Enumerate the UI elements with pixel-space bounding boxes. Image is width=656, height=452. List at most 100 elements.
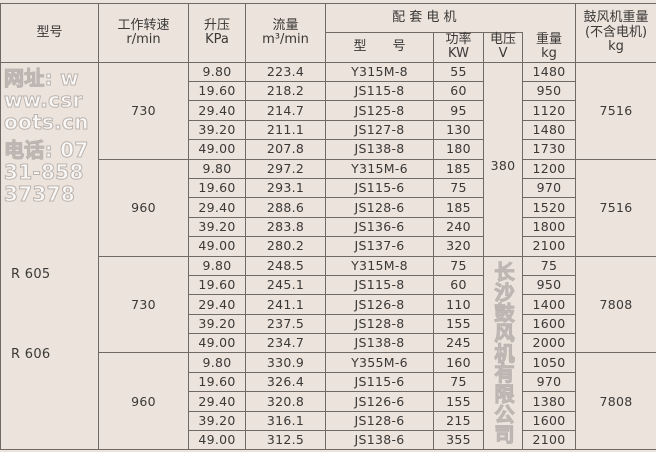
pressure-cell: 19.60: [188, 80, 246, 102]
motor-model-cell: JS138-8: [325, 333, 434, 354]
watermark-box: 网址: www.csroots.cn 电话: 0731-85837378: [4, 65, 95, 211]
table-row: 49.00 312.5 JS138-6 355 2100: [1, 430, 656, 451]
motor-model-cell: JS137-6: [325, 236, 434, 257]
header-pressure-unit: KPa: [205, 31, 229, 47]
motor-weight-cell: 1200: [522, 158, 577, 179]
header-flow: 流量 m³/min: [245, 3, 326, 63]
pressure-cell: 49.00: [188, 430, 246, 451]
header-blower-weight: 鼓风机重量 (不含电机) kg: [575, 3, 656, 63]
table-row: 39.20 283.8 JS136-6 240 1800: [1, 216, 656, 238]
power-cell: 75: [433, 255, 484, 276]
blower-weight-cell: 7516: [575, 61, 656, 160]
pressure-cell: 49.00: [188, 236, 246, 257]
motor-model-cell: JS127-8: [325, 119, 434, 141]
power-cell: 75: [433, 371, 484, 393]
header-motor-model: 型 号: [325, 32, 434, 63]
flow-cell: 293.1: [245, 177, 326, 199]
motor-weight-cell: 2000: [522, 333, 577, 354]
flow-cell: 223.4: [245, 61, 326, 82]
flow-cell: 288.6: [245, 197, 326, 218]
motor-weight-cell: 950: [522, 274, 577, 296]
header-model-label: 型号: [36, 24, 63, 40]
model-cell: 网址: www.csroots.cn 电话: 0731-85837378 R 605…: [0, 61, 99, 451]
watermark-site: 网址: www.csroots.cn: [4, 65, 89, 134]
voltage-cell-empty: 长沙鼓风机有限公司: [482, 255, 524, 451]
pressure-cell: 19.60: [188, 177, 246, 199]
model-r606: R 606: [11, 346, 51, 362]
flow-cell: 214.7: [245, 100, 326, 121]
pressure-cell: 19.60: [188, 371, 246, 393]
motor-model-cell: JS115-6: [325, 177, 434, 199]
motor-weight-cell: 950: [522, 80, 577, 102]
motor-model-cell: JS126-8: [325, 294, 434, 315]
table-row: 39.20 211.1 JS127-8 130 1480: [1, 119, 656, 141]
header-motor-weight-label: 重量: [536, 31, 563, 47]
power-cell: 95: [433, 100, 484, 121]
table-row: 19.60 293.1 JS115-6 75 970: [1, 177, 656, 199]
speed-cell: 730: [98, 61, 189, 160]
pressure-cell: 39.20: [188, 410, 246, 432]
table-row: 39.20 316.1 JS128-6 215 1600: [1, 410, 656, 432]
power-cell: 75: [433, 177, 484, 199]
pressure-cell: 9.80: [188, 255, 246, 276]
table-row: 960 9.80 297.2 Y315M-6 185 1200 7516: [1, 158, 656, 257]
flow-cell: 207.8: [245, 139, 326, 160]
motor-model-cell: Y315M-8: [325, 61, 434, 82]
flow-cell: 245.1: [245, 274, 326, 296]
flow-cell: 241.1: [245, 294, 326, 315]
power-cell: 215: [433, 410, 484, 432]
motor-weight-cell: 1520: [522, 197, 577, 218]
pressure-cell: 49.00: [188, 333, 246, 354]
header-voltage: 电压 V: [482, 32, 524, 63]
header-motor-group-cont: [522, 3, 577, 33]
motor-model-cell: JS115-8: [325, 80, 434, 102]
power-cell: 355: [433, 430, 484, 451]
pressure-cell: 49.00: [188, 139, 246, 160]
header-voltage-unit: V: [498, 46, 508, 62]
header-motor-weight-unit: kg: [541, 46, 557, 62]
motor-weight-cell: 2100: [522, 236, 577, 257]
header-voltage-label: 电压: [490, 32, 517, 47]
pressure-cell: 39.20: [188, 313, 246, 335]
pressure-cell: 29.40: [188, 294, 246, 315]
motor-model-cell: JS138-8: [325, 139, 434, 160]
power-cell: 130: [433, 119, 484, 141]
flow-cell: 312.5: [245, 430, 326, 451]
motor-weight-cell: 1380: [522, 391, 577, 412]
flow-cell: 237.5: [245, 313, 326, 335]
header-speed: 工作转速 r/min: [98, 3, 189, 63]
table-row: 730 9.80 248.5 Y315M-8 75 长沙鼓风机有限公司 75 7808: [1, 255, 656, 451]
pressure-cell: 9.80: [188, 352, 246, 373]
speed-cell: 960: [98, 352, 189, 451]
power-cell: 155: [433, 313, 484, 335]
motor-weight-cell: 1050: [522, 352, 577, 373]
flow-cell: 248.5: [245, 255, 326, 276]
flow-cell: 218.2: [245, 80, 326, 102]
motor-model-cell: JS136-6: [325, 216, 434, 238]
watermark-phone: 电话: 0731-85837378: [4, 137, 89, 206]
motor-model-cell: Y315M-6: [325, 158, 434, 179]
motor-model-cell: Y315M-8: [325, 255, 434, 276]
header-motor-weight: 重量 kg: [522, 31, 577, 63]
power-cell: 245: [433, 333, 484, 354]
pressure-cell: 9.80: [188, 158, 246, 179]
pressure-cell: 29.40: [188, 100, 246, 121]
motor-model-cell: JS138-6: [325, 430, 434, 451]
flow-cell: 297.2: [245, 158, 326, 179]
blower-weight-cell: 7808: [575, 352, 656, 451]
motor-model-cell: JS128-6: [325, 197, 434, 218]
table-row: 29.40 288.6 JS128-6 185 1520: [1, 197, 656, 218]
header-blower-weight-note: (不含电机): [584, 24, 648, 40]
flow-cell: 320.8: [245, 391, 326, 412]
motor-model-cell: JS128-6: [325, 410, 434, 432]
blower-weight-cell: 7808: [575, 255, 656, 354]
motor-weight-cell: 1600: [522, 410, 577, 432]
power-cell: 320: [433, 236, 484, 257]
table-row: 49.00 207.8 JS138-8 180 1730: [1, 139, 656, 160]
voltage-cell: 380: [482, 61, 524, 257]
motor-weight-cell: 1120: [522, 100, 577, 121]
table-row: 960 9.80 330.9 Y355M-6 160 1050 7808: [1, 352, 656, 451]
motor-weight-cell: 1800: [522, 216, 577, 238]
header-power-unit: KW: [448, 46, 469, 62]
motor-model-cell: JS126-6: [325, 391, 434, 412]
